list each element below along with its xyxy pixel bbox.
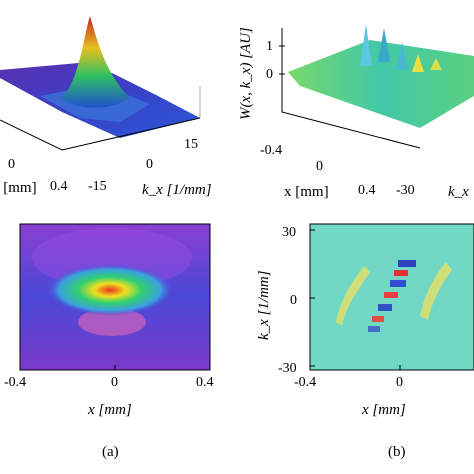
map-x-tick-1: 0	[396, 375, 403, 390]
surface-spike-4	[412, 54, 424, 72]
surface-x-tick-0: -0.4	[260, 143, 282, 158]
surface-spike-2	[378, 28, 390, 62]
panel-b-surface: W(x, k_x) [AU] 1 0 -0.4 0 0.4 x [mm] -30…	[238, 24, 474, 200]
map-fringe-3	[390, 280, 406, 287]
map-y-label: k_x [1/mm]	[256, 270, 272, 340]
surface-z-axis	[281, 28, 421, 149]
surface-spike-5	[430, 58, 442, 70]
map-fringe-6	[372, 316, 384, 322]
surface-spike-1	[360, 24, 372, 66]
map-left-streak	[336, 266, 370, 326]
map-x-tick-0: -0.4	[294, 375, 316, 390]
caption-b: (b)	[388, 444, 406, 460]
surface-x-axis-label: x [mm]	[0, 180, 37, 196]
map-x-ticks	[309, 365, 401, 370]
map-x-ticks	[19, 365, 211, 370]
map-y-ticks	[310, 229, 315, 367]
caption-a: (a)	[102, 444, 119, 460]
surface-x-tick-2: 0.4	[358, 183, 376, 198]
map-x-tick-1: 0	[111, 375, 118, 390]
surface-z-ticks	[279, 45, 285, 75]
surface-z-tick-0: 1	[266, 39, 273, 54]
surface-z-tick-1: 0	[266, 67, 273, 82]
map-fringe-1	[398, 260, 416, 267]
map-y-tick-1: 0	[290, 293, 297, 308]
map-y-tick-0: 30	[282, 225, 296, 240]
surface-x-axis-label: x [mm]	[284, 184, 329, 200]
map-fringe-4	[384, 292, 398, 298]
map-fringe-7	[368, 326, 380, 332]
panel-b-map: 30 0 -30 k_x [1/mm] -0.4 0 x [mm]	[256, 223, 474, 418]
surface-k-tick-2: 15	[184, 137, 198, 152]
map-fringe-2	[394, 270, 408, 276]
surface-k-tick-0: -15	[88, 179, 107, 194]
surface-k-tick-0: -30	[396, 183, 415, 198]
surface-x-tick-0: 0	[8, 157, 15, 172]
surface-peak	[60, 16, 130, 108]
surface-base	[288, 40, 474, 128]
panel-a-surface: 0 0.4 x [mm] -15 0 15 k_x [1/mm]	[0, 16, 212, 198]
map-x-label: x [mm]	[87, 402, 132, 418]
map-y-tick-2: -30	[278, 361, 297, 376]
map-fringe-5	[378, 304, 392, 311]
surface-x-tick-1: 0.4	[50, 179, 68, 194]
map-right-streak	[420, 262, 452, 320]
surface-spike-3	[396, 42, 408, 70]
map-x-label: x [mm]	[361, 402, 406, 418]
map-x-tick-2: 0.4	[196, 375, 214, 390]
surface-z-axis-label: W(x, k_x) [AU]	[238, 27, 254, 120]
surface-edge	[0, 117, 201, 151]
map-frame	[309, 223, 474, 371]
surface-x-tick-1: 0	[316, 159, 323, 174]
map-x-tick-0: -0.4	[4, 375, 26, 390]
surface-k-axis-label: k_x	[448, 184, 469, 200]
map-core	[46, 264, 174, 316]
surface-k-tick-1: 0	[146, 157, 153, 172]
surface-k-axis-label: k_x [1/mm]	[142, 182, 212, 198]
panel-a-map: -0.4 0 0.4 x [mm]	[4, 223, 214, 418]
